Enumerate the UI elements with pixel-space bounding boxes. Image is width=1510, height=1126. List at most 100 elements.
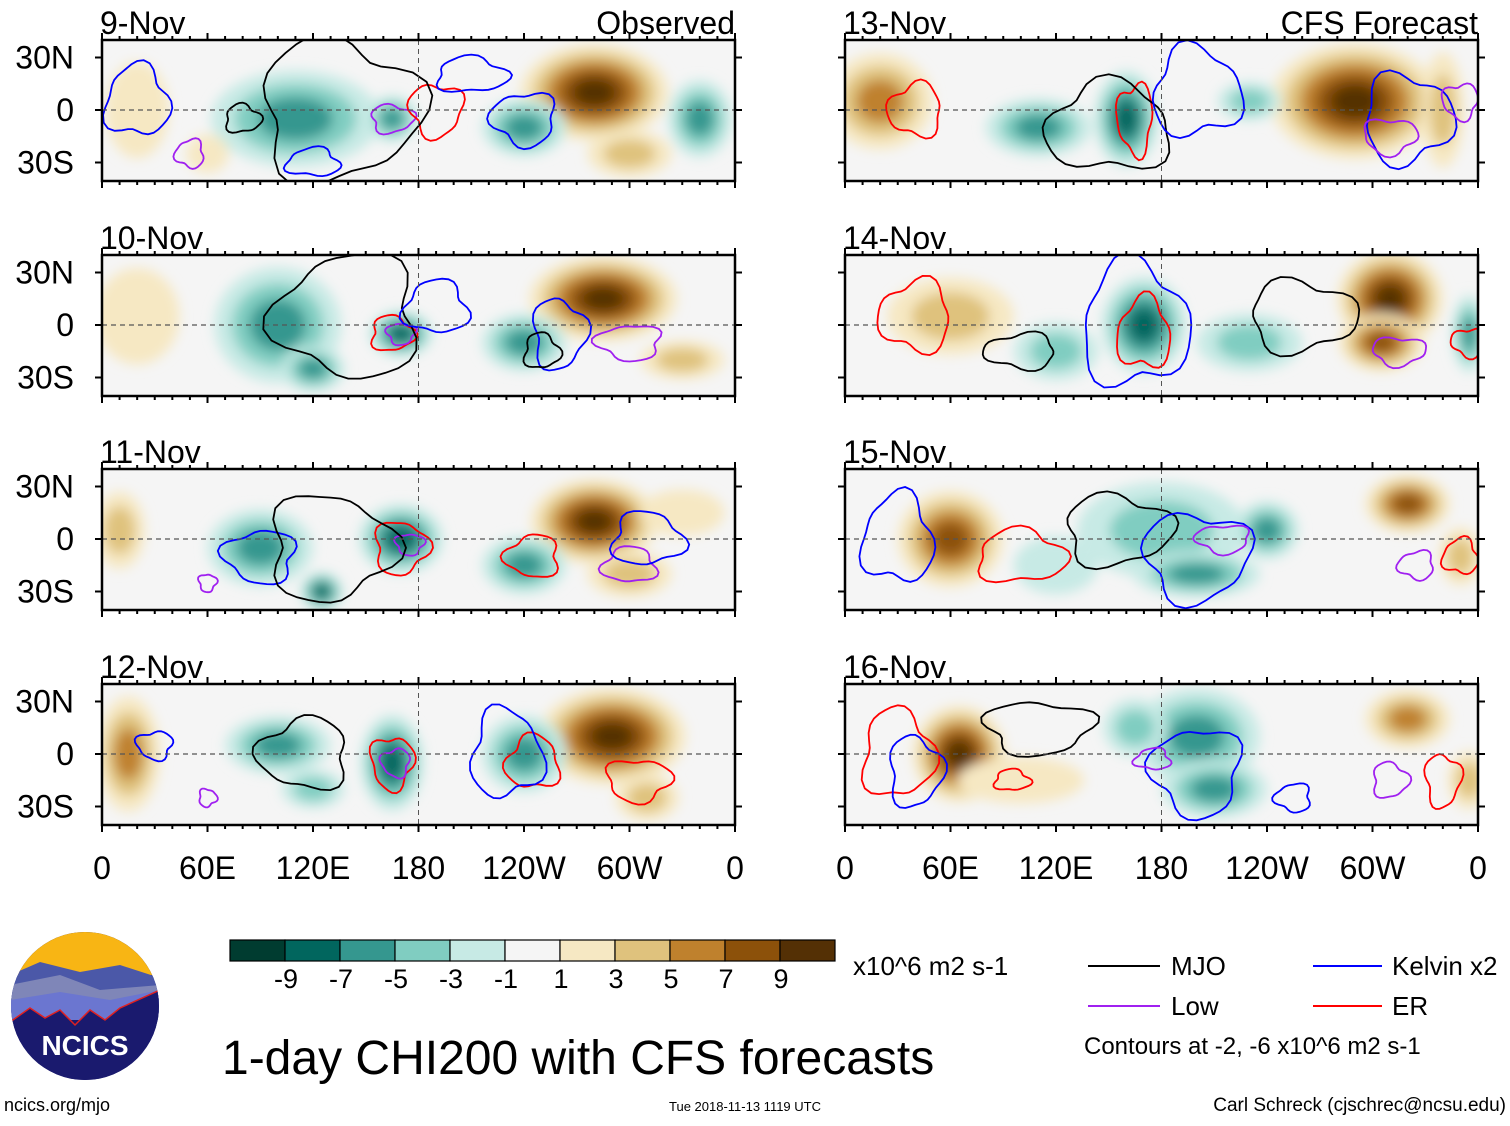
map-panel: 14-Nov [838,220,1485,403]
anomaly-region [105,61,169,159]
kelvin-contour [398,277,472,334]
anomaly-region [314,584,330,599]
ncics-logo: NCICS [11,932,159,1080]
anomaly-region [293,777,333,801]
y-tick-label: 0 [56,307,74,343]
colorbar-tick: -9 [274,964,298,994]
kelvin-contour [1365,69,1458,171]
anomaly-region [1115,709,1155,746]
mjo-contour [262,255,418,380]
legend-low: Low [1171,991,1219,1021]
mjo-contour [980,701,1101,758]
anomaly-region [656,348,709,372]
x-tick-label: 0 [1469,850,1487,886]
x-tick-label: 0 [93,850,111,886]
mjo-contour [272,495,407,604]
map-panel: 11-Nov 30N 0 30S [15,434,742,617]
panel-date: 10-Nov [100,220,203,256]
colorbar-tick: 9 [773,964,788,994]
er-contour [1423,753,1465,810]
low-contour [198,787,219,809]
panel-date: 15-Nov [843,434,946,470]
kelvin-contour [435,53,514,93]
kelvin-contour [889,733,948,809]
er-contour [368,737,417,795]
mjo-contour [262,40,434,181]
anomaly-region [1366,332,1396,353]
colorbar-swatch [504,939,561,962]
x-tick-label: 120W [482,850,566,886]
colorbar-tick: 7 [718,964,733,994]
er-contour [992,767,1034,791]
anomaly-region [1168,563,1225,585]
y-tick-label: 0 [56,736,74,772]
er-contour [885,78,941,140]
low-contour [1371,336,1428,370]
low-contour [597,545,660,583]
y-tick-label: 30S [17,145,74,181]
anomaly-region [1392,493,1423,515]
x-tick-label: 180 [1135,850,1188,886]
anomaly-region [298,358,328,380]
column-label: Observed [596,5,735,41]
units-label: x10^6 m2 s-1 [853,951,1008,981]
x-tick-label: 0 [836,850,854,886]
anomaly-region [1115,102,1138,136]
author: Carl Schreck (cjschrec@ncsu.edu) [1213,1095,1506,1116]
low-contour [1363,118,1420,159]
kelvin-contour [1084,255,1193,389]
colorbar-swatch [559,939,616,962]
mjo-contour [1252,276,1361,358]
anomaly-region [603,559,656,589]
y-tick-label: 30N [15,40,74,76]
x-tick-label: 120E [276,850,351,886]
anomaly-region [582,286,625,311]
mjo-contour [1066,490,1180,571]
colorbar: -9 -7 -5 -3 -1 1 3 5 7 9 [229,939,836,994]
er-contour [374,521,434,577]
y-tick-label: 30S [17,789,74,825]
anomaly-region [911,292,990,340]
map-panel: 16-Nov 0 60E 120E 180 120W 60W 0 [836,649,1487,886]
low-contour [378,747,411,780]
column-label: CFS Forecast [1281,5,1478,41]
x-tick-label: 60W [597,850,664,886]
low-contour [197,573,219,594]
map-panel: 12-Nov 30N 0 30S 0 60E 120E 180 120W 60W 0 [15,649,744,886]
x-tick-label: 120W [1225,850,1309,886]
kelvin-contour [282,145,343,178]
kelvin-contour [1271,782,1311,814]
colorbar-swatch [669,939,726,962]
anomaly-region [932,522,969,556]
anomaly-region [104,506,136,554]
er-contour [370,313,419,352]
kelvin-contour [1151,40,1246,140]
anomaly-region [1229,89,1269,114]
anomaly-region [389,325,412,342]
anomaly-region [1109,500,1214,560]
y-tick-label: 30N [15,469,74,505]
er-contour [860,704,941,796]
colorbar-tick: 3 [608,964,623,994]
anomaly-region [1461,316,1477,351]
panel-date: 14-Nov [843,220,946,256]
anomaly-region [102,268,180,365]
anomaly-region [1190,776,1238,802]
anomaly-region [1252,517,1282,544]
contour-note: Contours at -2, -6 x10^6 m2 s-1 [1084,1033,1421,1060]
x-tick-label: 180 [392,850,445,886]
x-tick-label: 120E [1019,850,1094,886]
low-contour [370,102,418,136]
x-tick-label: 60E [922,850,979,886]
y-tick-label: 30N [15,684,74,720]
anomaly-region [1388,706,1427,732]
colorbar-swatch [284,939,341,962]
kelvin-contour [486,91,556,151]
site-link[interactable]: ncics.org/mjo [4,1095,110,1115]
mjo-contour [522,331,564,369]
anomaly-region [236,530,284,565]
er-contour [876,274,950,357]
anomaly-region [685,101,714,136]
low-contour [1440,82,1478,124]
colorbar-tick: -5 [384,964,408,994]
